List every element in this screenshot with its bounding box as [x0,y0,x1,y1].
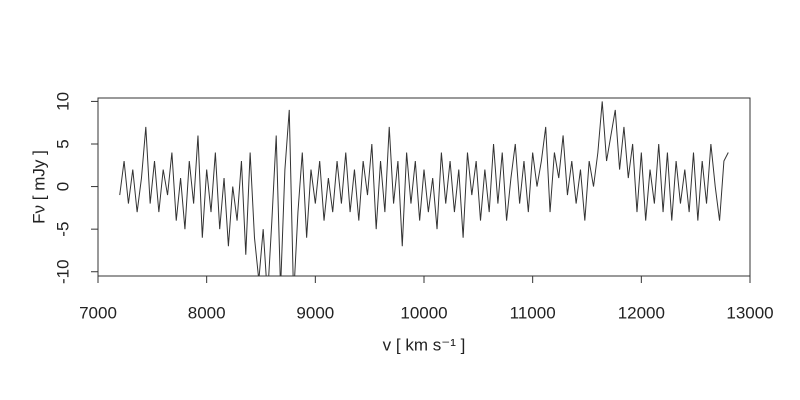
data-line [119,101,729,276]
x-tick-label: 9000 [296,303,334,322]
x-axis-label: v [ km s⁻¹ ] [383,335,466,354]
x-tick-label: 12000 [618,303,665,322]
y-tick-label: -5 [53,222,72,237]
y-tick-label: -10 [53,259,72,284]
x-tick-label: 8000 [188,303,226,322]
y-tick-label: 10 [53,92,72,111]
x-tick-label: 11000 [510,303,556,322]
x-tick-label: 13000 [726,303,773,322]
x-tick-label: 10000 [400,303,447,322]
y-axis-label: Fν [ mJy ] [29,150,48,224]
y-tick-label: 5 [53,139,72,148]
x-tick-label: 7000 [79,303,117,322]
y-tick-label: 0 [53,182,72,191]
